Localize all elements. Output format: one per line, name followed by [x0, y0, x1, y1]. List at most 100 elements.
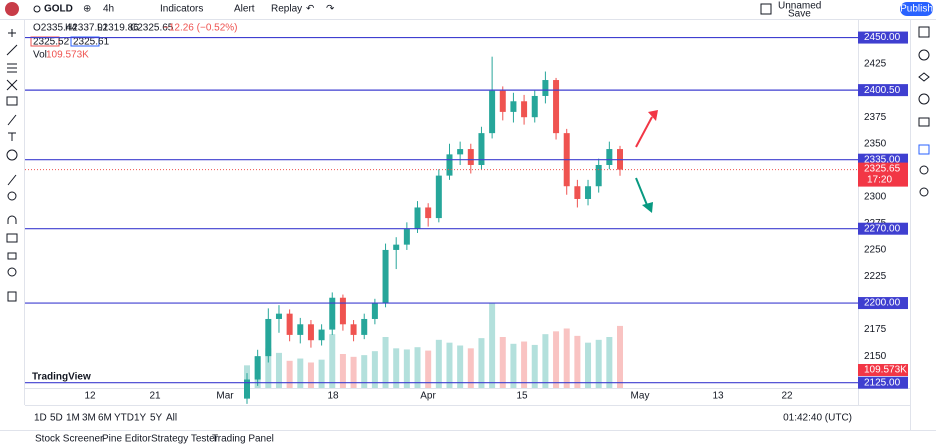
- level-tag: [858, 222, 908, 235]
- candle-body: [489, 90, 496, 134]
- level-tag: [858, 376, 908, 389]
- level-tag: [858, 31, 908, 44]
- ohlc-change: −12.26 (−0.52%): [163, 23, 238, 34]
- interval[interactable]: 4h: [103, 4, 114, 15]
- bottom-tab[interactable]: Strategy Tester: [151, 434, 219, 445]
- range-button[interactable]: 1D: [34, 413, 47, 424]
- y-tick-label: 2175: [864, 324, 887, 335]
- volume-label: Vol: [33, 50, 47, 61]
- top-bar: [0, 0, 936, 19]
- candle-body: [435, 175, 442, 219]
- volume-bar: [329, 334, 336, 388]
- alert[interactable]: Alert: [234, 4, 255, 15]
- replay[interactable]: Replay: [271, 4, 302, 15]
- candle-body: [499, 90, 506, 112]
- side-panel-icons[interactable]: [918, 26, 930, 197]
- bottom-tab[interactable]: Stock Screener: [35, 434, 104, 445]
- level-label: 2125.00: [864, 377, 901, 388]
- publish-label[interactable]: Publish: [900, 4, 933, 15]
- candle-body: [446, 154, 453, 176]
- drawing-tools[interactable]: [6, 29, 18, 302]
- volume-bar: [542, 334, 549, 388]
- candle-body: [467, 149, 474, 165]
- candle-body: [542, 80, 549, 96]
- annotation-arrows: [635, 110, 658, 213]
- volume-bar: [435, 339, 442, 388]
- candle-body: [254, 356, 261, 380]
- bottom-tab[interactable]: Pine Editor: [102, 434, 152, 445]
- candle-body: [414, 207, 421, 229]
- volume-bar: [297, 358, 304, 388]
- level-label: 2450.00: [864, 32, 901, 43]
- volume-bar: [478, 338, 485, 388]
- layout-icon[interactable]: [760, 3, 772, 15]
- avatar[interactable]: [5, 2, 19, 16]
- candle-body: [318, 329, 325, 341]
- publish-button[interactable]: [900, 2, 933, 16]
- save[interactable]: Save: [788, 9, 811, 20]
- ohlc-close: C2325.65: [130, 23, 174, 34]
- volume-bar: [382, 337, 389, 388]
- candle-body: [350, 324, 357, 335]
- volume-bar: [521, 341, 528, 388]
- volume-bar: [318, 359, 325, 388]
- candle-body: [361, 318, 368, 335]
- candle-body: [510, 101, 517, 112]
- buy-price[interactable]: 2325.61: [73, 37, 110, 48]
- sell-price[interactable]: 2325.52: [33, 37, 70, 48]
- candle-body: [286, 313, 293, 335]
- y-tick-label: 2250: [864, 245, 887, 256]
- volume-bar: [595, 339, 602, 388]
- candle-body: [244, 379, 250, 399]
- volume-bar: [307, 362, 314, 388]
- price-tag: 2325.65: [864, 163, 901, 174]
- volume-bar: [286, 360, 293, 388]
- x-tick-label: 13: [712, 391, 724, 402]
- volume-bar: [499, 337, 506, 388]
- candle-body: [553, 80, 560, 134]
- candle-body: [531, 95, 538, 118]
- candle-body: [329, 297, 336, 330]
- volume-bar: [553, 331, 560, 388]
- ohlc-low: L2319.86: [97, 23, 139, 34]
- range-button[interactable]: 1M: [66, 413, 80, 424]
- compare-icon[interactable]: ⊕: [83, 4, 91, 15]
- range-button[interactable]: 5Y: [150, 413, 163, 424]
- bottom-tab[interactable]: Trading Panel: [212, 434, 274, 445]
- range-button[interactable]: 5D: [50, 413, 63, 424]
- range-button[interactable]: 3M: [82, 413, 96, 424]
- undo[interactable]: ↶: [306, 4, 314, 15]
- candle-body: [478, 133, 485, 165]
- candle-body: [425, 207, 432, 219]
- candle-body: [371, 303, 378, 319]
- volume-bar: [585, 342, 592, 388]
- redo[interactable]: ↷: [326, 4, 335, 15]
- indicators[interactable]: Indicators: [160, 4, 203, 15]
- candle-body: [403, 228, 410, 245]
- symbol[interactable]: GOLD: [44, 4, 73, 15]
- y-tick-label: 2425: [864, 59, 887, 70]
- y-tick-label: 2225: [864, 271, 887, 282]
- volume-bar: [425, 350, 432, 388]
- clock[interactable]: 01:42:40 (UTC): [783, 413, 852, 424]
- volume-bar: [510, 343, 517, 388]
- search-icon[interactable]: [33, 5, 41, 13]
- volume-tag-box: [858, 364, 908, 376]
- volume-bar: [489, 303, 496, 388]
- layout-name[interactable]: Unnamed: [778, 1, 821, 12]
- x-tick-label: Mar: [216, 391, 234, 402]
- range-button[interactable]: All: [166, 413, 177, 424]
- y-tick-label: 2375: [864, 112, 887, 123]
- range-button[interactable]: 1Y: [134, 413, 147, 424]
- range-button[interactable]: YTD: [114, 413, 134, 424]
- price-tag-box: [858, 162, 908, 187]
- volume-bar: [467, 348, 474, 388]
- candle-body: [457, 149, 464, 155]
- countdown: 17:20: [867, 174, 892, 185]
- volume-bar: [574, 335, 581, 388]
- volume-bar: [606, 337, 613, 388]
- range-button[interactable]: 6M: [98, 413, 112, 424]
- candle-body: [307, 324, 314, 341]
